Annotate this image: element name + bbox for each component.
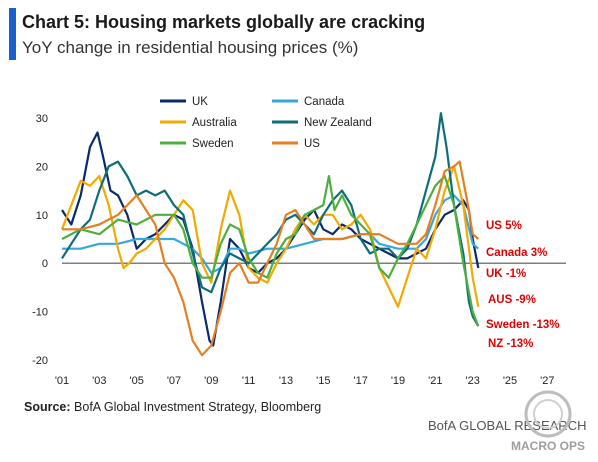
x-tick-label: '19 bbox=[391, 375, 405, 387]
end-label-sweden: Sweden -13% bbox=[486, 319, 560, 331]
y-tick-label: 0 bbox=[42, 258, 48, 270]
chart-subtitle: YoY change in residential housing prices… bbox=[22, 38, 359, 57]
series-line-australia bbox=[60, 165, 480, 308]
x-tick-label: '25 bbox=[503, 375, 517, 387]
legend-label-new-zealand: New Zealand bbox=[304, 117, 372, 129]
legend-label-canada: Canada bbox=[304, 96, 345, 108]
brand-text: BofA GLOBAL RESEARCH bbox=[428, 418, 587, 433]
x-tick-label: '13 bbox=[279, 375, 293, 387]
x-tick-label: '15 bbox=[316, 375, 330, 387]
series-line-new-zealand bbox=[61, 112, 480, 327]
x-tick-label: '27 bbox=[540, 375, 554, 387]
x-tick-label: '09 bbox=[204, 375, 218, 387]
series-line-uk bbox=[61, 131, 480, 347]
y-tick-label: 20 bbox=[36, 161, 48, 173]
legend-label-uk: UK bbox=[192, 96, 208, 108]
y-tick-label: 10 bbox=[36, 210, 48, 222]
y-tick-label: 30 bbox=[36, 113, 48, 125]
legend-label-sweden: Sweden bbox=[192, 138, 234, 150]
source-label: Source: bbox=[24, 400, 71, 414]
x-tick-label: '03 bbox=[92, 375, 106, 387]
x-tick-label: '23 bbox=[465, 375, 479, 387]
source-note: Source: BofA Global Investment Strategy,… bbox=[24, 400, 321, 414]
chart-title: Chart 5: Housing markets globally are cr… bbox=[22, 12, 426, 32]
end-label-canada: Canada 3% bbox=[486, 247, 547, 259]
legend-label-australia: Australia bbox=[192, 117, 237, 129]
end-label-us: US 5% bbox=[486, 220, 522, 232]
x-tick-label: '21 bbox=[428, 375, 442, 387]
watermark-text: MACRO OPS bbox=[511, 439, 585, 453]
end-label-uk: UK -1% bbox=[486, 268, 526, 280]
title-accent-bar bbox=[9, 8, 16, 60]
end-label-new-zealand: NZ -13% bbox=[488, 338, 533, 350]
legend-label-us: US bbox=[304, 138, 320, 150]
macro-ops-watermark-logo: MACRO OPS bbox=[511, 390, 585, 453]
y-tick-label: -20 bbox=[32, 355, 48, 367]
y-tick-label: -10 bbox=[32, 307, 48, 319]
series-line-sweden bbox=[61, 175, 480, 327]
x-tick-label: '05 bbox=[129, 375, 143, 387]
x-tick-label: '07 bbox=[167, 375, 181, 387]
x-tick-label: '01 bbox=[55, 375, 69, 387]
x-tick-label: '11 bbox=[242, 375, 256, 387]
x-tick-label: '17 bbox=[353, 375, 367, 387]
source-text: BofA Global Investment Strategy, Bloombe… bbox=[74, 400, 322, 414]
end-label-australia: AUS -9% bbox=[488, 294, 536, 306]
series-line-us bbox=[62, 160, 480, 357]
